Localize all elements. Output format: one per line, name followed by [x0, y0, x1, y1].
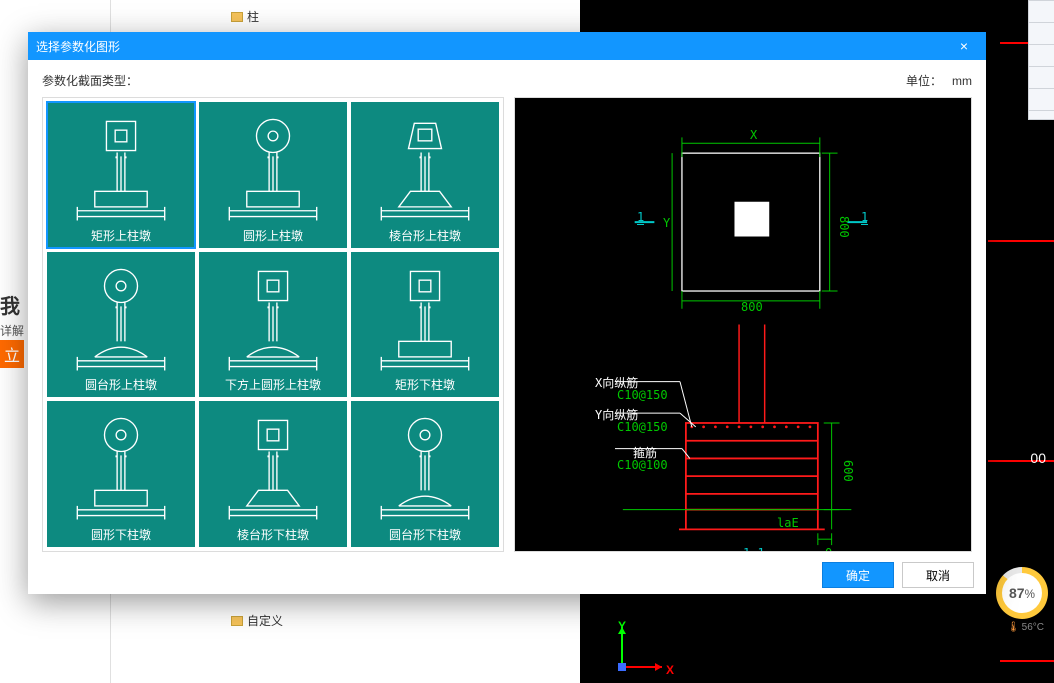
section-name: 1-1 [743, 546, 765, 552]
shape-tile[interactable]: 圆台形下柱墩 [351, 401, 499, 547]
label-unit: 单位： mm [906, 72, 972, 89]
right-tool-button[interactable] [1029, 89, 1054, 111]
cad-line [1000, 660, 1054, 662]
zero-label: 0 [825, 546, 832, 552]
tree-item-label: 自定义 [247, 612, 283, 629]
tree-item-label: 柱 [247, 8, 259, 25]
preview-drawing [515, 98, 971, 551]
section-mark-left: 1 [637, 210, 644, 225]
cpu-percent: 87 [1009, 585, 1025, 601]
promo-big-char: 我 [0, 290, 20, 319]
dim-y-value: 800 [837, 216, 851, 238]
unit-value: mm [952, 74, 972, 88]
right-tool-button[interactable] [1029, 45, 1054, 67]
shape-tile[interactable]: 圆台形上柱墩 [47, 252, 195, 398]
shape-tile[interactable]: 下方上圆形上柱墩 [199, 252, 347, 398]
right-tool-button[interactable] [1029, 23, 1054, 45]
viewport-readout: 00 [1030, 450, 1046, 466]
rebar-value-x: C10@150 [617, 388, 668, 402]
cpu-temp: 🌡 56°C [1007, 622, 1044, 633]
close-icon[interactable]: × [950, 38, 978, 54]
shape-tile[interactable]: 圆形上柱墩 [199, 102, 347, 248]
cpu-percent-suffix: % [1025, 588, 1035, 601]
shape-tile[interactable]: 棱台形下柱墩 [199, 401, 347, 547]
shape-tile-grid: 矩形上柱墩 圆形上柱墩 棱台形上柱墩 圆台形上柱墩 下方上圆形上柱墩 矩形下柱墩… [42, 97, 504, 552]
right-toolbar [1028, 0, 1054, 120]
dialog-content-row: 矩形上柱墩 圆形上柱墩 棱台形上柱墩 圆台形上柱墩 下方上圆形上柱墩 矩形下柱墩… [42, 97, 972, 552]
lae-label: laE [777, 516, 799, 530]
cpu-temp-value: 56°C [1022, 622, 1044, 633]
right-tool-button[interactable] [1029, 1, 1054, 23]
ok-button[interactable]: 确定 [822, 562, 894, 588]
shape-tile[interactable]: 圆形下柱墩 [47, 401, 195, 547]
dialog-title: 选择参数化图形 [36, 38, 120, 55]
dialog-footer: 确定 取消 [28, 556, 986, 594]
cancel-button[interactable]: 取消 [902, 562, 974, 588]
folder-icon [231, 12, 243, 22]
ucs-axis-icon [608, 621, 668, 681]
ucs-y-label: Y [618, 619, 626, 633]
thermometer-icon: 🌡 [1007, 622, 1020, 633]
dialog-header-row: 参数化截面类型： 单位： mm [42, 72, 972, 89]
shape-tile[interactable]: 棱台形上柱墩 [351, 102, 499, 248]
dialog-body: 参数化截面类型： 单位： mm 矩形上柱墩 圆形上柱墩 棱台形上柱墩 圆台形上柱… [28, 60, 986, 556]
tree-item-column[interactable]: 柱 [231, 8, 259, 25]
cad-line [988, 240, 1054, 242]
dim-x-value: 800 [741, 300, 763, 314]
shape-tile[interactable]: 矩形上柱墩 [47, 102, 195, 248]
cpu-gauge[interactable]: 87% [996, 567, 1048, 619]
label-unit-text: 单位： [906, 74, 942, 88]
dim-y-label: Y [663, 216, 670, 230]
tree-item-custom[interactable]: 自定义 [231, 612, 283, 629]
ucs-x-label: X [666, 663, 674, 677]
height-value: 600 [841, 460, 855, 482]
parametric-shape-dialog: 选择参数化图形 × 参数化截面类型： 单位： mm 矩形上柱墩 圆形上柱墩 棱台… [28, 32, 986, 594]
stirrup-value: C10@100 [617, 458, 668, 472]
section-mark-right: 1 [861, 210, 868, 225]
rebar-value-y: C10@150 [617, 420, 668, 434]
promo-button[interactable]: 立 [0, 340, 24, 368]
dialog-titlebar[interactable]: 选择参数化图形 × [28, 32, 986, 60]
dim-x-label: X [750, 128, 757, 142]
shape-preview-viewport[interactable]: X 800 Y 800 1 1 X向纵筋 C10@150 Y向纵筋 C10@15… [514, 97, 972, 552]
folder-icon [231, 616, 243, 626]
shape-tile[interactable]: 矩形下柱墩 [351, 252, 499, 398]
promo-sub: 详解 [0, 322, 24, 339]
label-section-type: 参数化截面类型： [42, 72, 138, 89]
right-tool-button[interactable] [1029, 67, 1054, 89]
